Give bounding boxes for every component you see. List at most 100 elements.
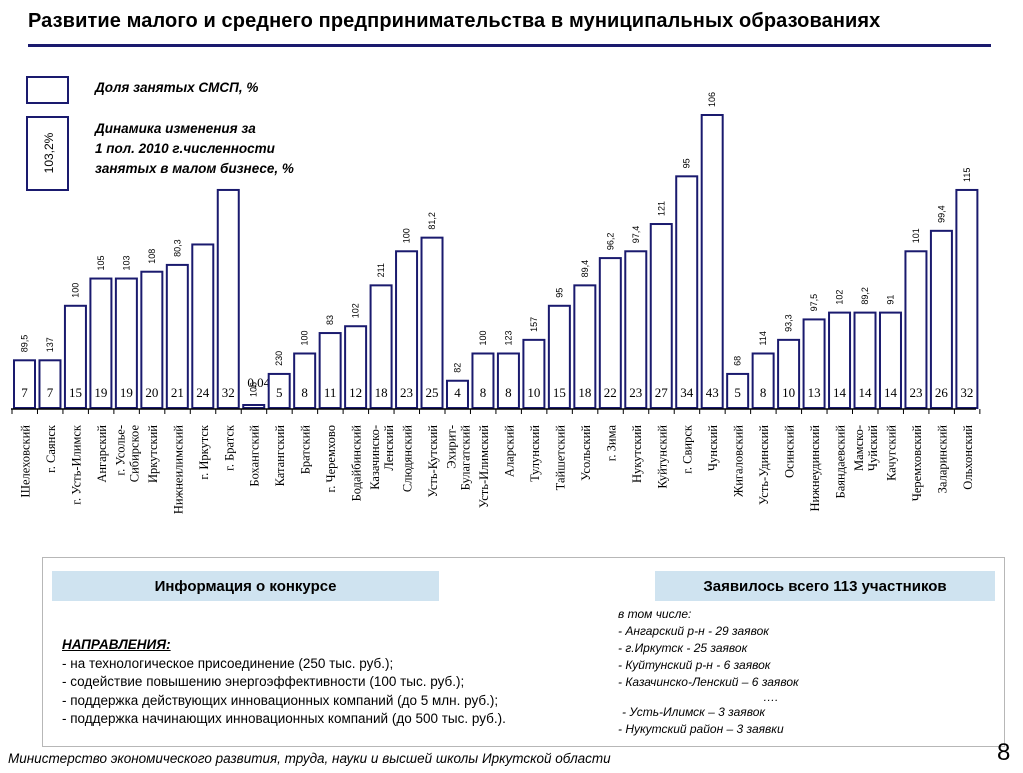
category-label: Слюдянский	[401, 425, 415, 492]
bar-dynamics-label: 91	[885, 295, 895, 305]
legend-dynamics-swatch	[26, 116, 69, 191]
category-label: Братский	[299, 425, 313, 475]
category-label: Ангарский	[95, 425, 109, 483]
category-label: Куйтунский	[655, 425, 669, 489]
category-label: Шелеховский	[19, 425, 33, 498]
bar	[955, 188, 979, 409]
legend-share-label: Доля занятых СМСП, %	[94, 80, 258, 95]
category-label: Заларинский	[935, 425, 949, 494]
category-label: Казачинско-Ленский	[368, 425, 396, 490]
bar-dynamics-label: 83	[325, 315, 335, 325]
bar-value-label: 32	[222, 385, 235, 400]
bar-value-label: 20	[145, 385, 158, 400]
category-label: г. Свирск	[681, 424, 695, 474]
bar-dynamics-label: 157	[529, 317, 539, 332]
bar-dynamics-label: 95	[554, 288, 564, 298]
legend-dynamics-label: Динамика изменения за	[94, 121, 256, 136]
bar-value-label: 4	[454, 385, 461, 400]
bar	[547, 304, 571, 410]
page-number: 8	[997, 739, 1011, 766]
title-rule	[28, 44, 991, 47]
category-label: г. Усть-Илимск	[69, 424, 83, 505]
category-label: Бодайбинский	[350, 425, 364, 502]
bar	[929, 229, 953, 409]
bar-value-label: 23	[909, 385, 922, 400]
bar	[395, 250, 419, 409]
bar-value-label: 21	[171, 385, 184, 400]
bar-value-label: 14	[884, 385, 898, 400]
bar	[13, 359, 36, 410]
contest-info-panel	[42, 557, 1005, 747]
chart-axis	[11, 408, 981, 414]
bar	[140, 270, 164, 409]
bar-value-label: 23	[629, 385, 642, 400]
bar	[471, 352, 495, 409]
direction-item: - поддержка действующих инновационных ко…	[62, 692, 499, 708]
category-label: г. Братск	[222, 424, 236, 471]
bar-value-label: 23	[400, 385, 413, 400]
bar-value-label: 14	[833, 385, 847, 400]
footer-ministry: Министерство экономического развития, тр…	[8, 751, 611, 766]
directions-block: НАПРАВЛЕНИЯ: - на технологическое присое…	[62, 636, 506, 729]
bar-dynamics-label: 100	[300, 330, 310, 345]
bar-value-label: 0,04	[247, 375, 270, 390]
bar-value-label: 25	[426, 385, 439, 400]
bar-dynamics-label: 95	[682, 158, 692, 168]
category-label: Аларский	[502, 425, 516, 477]
bar	[242, 404, 266, 409]
bar	[496, 352, 520, 409]
bar-value-label: 7	[47, 385, 54, 400]
bar	[38, 359, 62, 410]
application-item: - Ангарский р-н - 29 заявок	[618, 624, 769, 638]
applications-ellipsis: ….	[763, 690, 779, 704]
bar-value-label: 11	[324, 385, 337, 400]
legend-share-swatch	[26, 76, 69, 104]
bar-dynamics-label: 211	[376, 263, 386, 277]
bar	[191, 243, 215, 409]
bar-dynamics-label: 121	[656, 201, 666, 216]
legend-dynamics-label: занятых в малом бизнесе, %	[95, 161, 294, 176]
bar-dynamics-label: 103	[121, 256, 131, 271]
bar	[700, 114, 724, 409]
bar	[649, 223, 673, 409]
bar	[420, 236, 444, 409]
bar	[878, 311, 902, 409]
application-item: - г.Иркутск - 25 заявок	[618, 641, 748, 655]
category-label: Тайшетский	[553, 425, 567, 491]
category-label: Нижнеудинский	[808, 425, 822, 512]
category-label: Нижнеилимский	[171, 425, 185, 514]
bar-dynamics-label: 89,5	[20, 335, 30, 353]
bar	[522, 338, 546, 410]
applications-intro: в том числе:	[618, 607, 692, 621]
legend-dynamics-label: 1 пол. 2010 г.численности	[95, 141, 276, 156]
application-item: - Нукутский район – 3 заявки	[618, 722, 784, 736]
bar	[751, 352, 775, 409]
bar	[89, 277, 113, 409]
bar-dynamics-label: 82	[452, 363, 462, 373]
category-label: Усть-Кутский	[426, 425, 440, 498]
bar-dynamics-label: 89,4	[580, 260, 590, 278]
category-label: Катангский	[273, 425, 287, 487]
bar-dynamics-label: 100	[402, 228, 412, 243]
bar-value-label: 22	[604, 385, 617, 400]
bar-value-label: 15	[553, 385, 566, 400]
bar-dynamics-label: 81,2	[427, 212, 437, 230]
bar-value-label: 8	[505, 385, 512, 400]
bar-value-label: 10	[527, 385, 540, 400]
bar-dynamics-label: 97,4	[631, 226, 641, 244]
bar	[369, 284, 393, 410]
bar-value-label: 8	[760, 385, 767, 400]
application-item: - Усть-Илимск – 3 заявок	[622, 705, 766, 719]
page-title: Развитие малого и среднего предпринимате…	[28, 10, 881, 32]
category-label: Нукутский	[630, 425, 644, 483]
bar-dynamics-label: 123	[503, 330, 513, 345]
applications-block: в том числе: - Ангарский р-н - 29 заявок…	[618, 606, 799, 738]
bar	[598, 257, 622, 409]
category-label: г. Саянск	[44, 424, 58, 473]
bar-value-label: 15	[69, 385, 82, 400]
category-label: Ольхонский	[961, 425, 975, 490]
chart-legend: 103,2% Доля занятых СМСП, % Динамика измен…	[26, 76, 294, 191]
directions-heading: НАПРАВЛЕНИЯ:	[62, 637, 171, 652]
bar	[828, 311, 852, 409]
participants-header: Заявилось всего 113 участников	[655, 571, 995, 601]
